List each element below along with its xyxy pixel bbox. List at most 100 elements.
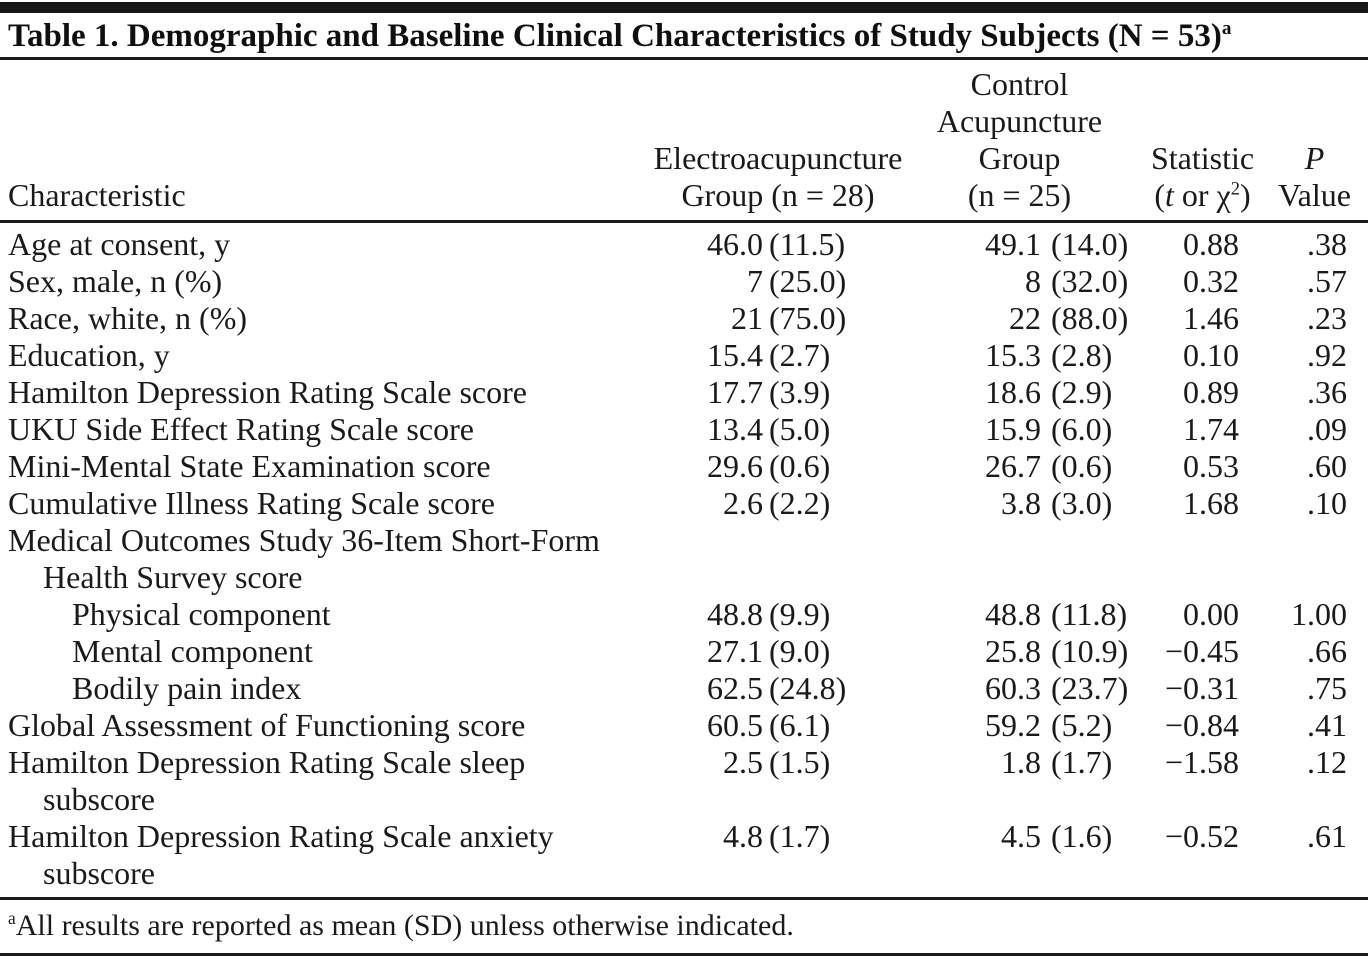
characteristic-label-line1: Global Assessment of Functioning score (8, 707, 526, 743)
electroacupuncture-value-cell: 48.8 (9.9) (653, 596, 903, 633)
electroacupuncture-value-cell: 7 (25.0) (653, 263, 903, 300)
control-mean-value: 26.7 (985, 448, 1041, 484)
p-value: .09 (1307, 411, 1347, 447)
characteristic-label-line1: Education, y (8, 337, 170, 373)
characteristic-cell: Education, y (8, 337, 653, 374)
characteristic-label-line1: Race, white, n (%) (8, 300, 248, 336)
characteristic-label-line1: Hamilton Depression Rating Scale sleep (8, 744, 526, 780)
control-sd-value: (5.2) (1051, 707, 1113, 743)
characteristic-label-line1: UKU Side Effect Rating Scale score (8, 411, 474, 447)
statistic-value: 0.32 (1183, 263, 1239, 299)
p-value: .66 (1307, 633, 1347, 669)
control-value-cell: 15.9 (6.0) (903, 411, 1136, 448)
statistic-value: 1.74 (1183, 411, 1239, 447)
p-value: .10 (1307, 485, 1347, 521)
ea-sd-value: (2.2) (769, 485, 831, 521)
footnote-marker: a (8, 908, 16, 928)
control-sd-value: (11.8) (1051, 596, 1128, 632)
ea-sd-value: (3.9) (769, 374, 831, 410)
control-header-line3: Group (978, 140, 1061, 176)
ea-mean-value: 27.1 (707, 633, 763, 669)
characteristic-cell: Mini-Mental State Examination score (8, 448, 653, 485)
characteristic-label: Hamilton Depression Rating Scale anxiety (8, 818, 653, 855)
statistic-value: 0.00 (1183, 596, 1239, 632)
control-sd-value: (10.9) (1051, 633, 1129, 669)
characteristic-label-line1: Hamilton Depression Rating Scale anxiety (8, 818, 554, 854)
control-header-line2: Acupuncture (936, 103, 1103, 139)
statistic-header-close-paren: ) (1240, 177, 1251, 213)
control-value-cell: 60.3 (23.7) (903, 670, 1136, 707)
statistic-value: 1.68 (1183, 485, 1239, 521)
table-row: Medical Outcomes Study 36-Item Short-For… (8, 522, 1360, 596)
column-header-p-value: P Value (1269, 140, 1360, 214)
table-row: Hamilton Depression Rating Scale anxiety… (8, 818, 1360, 892)
characteristic-label: Global Assessment of Functioning score (8, 707, 653, 744)
ea-mean-value: 29.6 (707, 448, 763, 484)
characteristic-label-line1: Sex, male, n (%) (8, 263, 223, 299)
column-header-characteristic: Characteristic (8, 177, 653, 214)
control-sd-value: (32.0) (1051, 263, 1129, 299)
ea-sd-value: (5.0) (769, 411, 831, 447)
ea-mean-value: 13.4 (707, 411, 763, 447)
control-mean-value: 60.3 (985, 670, 1041, 706)
ea-mean-value: 21 (731, 300, 763, 336)
characteristic-label-line1: Mental component (72, 633, 313, 669)
electroacupuncture-value-cell: 13.4 (5.0) (653, 411, 903, 448)
ea-header-line1: Electroacupuncture (653, 140, 903, 176)
statistic-value: −0.31 (1164, 670, 1239, 706)
ea-mean-value: 48.8 (707, 596, 763, 632)
characteristic-label: Cumulative Illness Rating Scale score (8, 485, 653, 522)
characteristic-label-line1: Mini-Mental State Examination score (8, 448, 491, 484)
table-row: Sex, male, n (%) 7 (25.0) 8 (32.0) 0.32 … (8, 263, 1360, 300)
control-header-line1: Control (970, 66, 1069, 102)
p-value: .57 (1307, 263, 1347, 299)
characteristic-cell: Bodily pain index (8, 670, 653, 707)
ea-mean-value: 2.6 (723, 485, 763, 521)
characteristic-cell: Age at consent, y (8, 226, 653, 263)
statistic-header-squared: 2 (1230, 178, 1241, 200)
footnote-text: All results are reported as mean (SD) un… (15, 909, 794, 942)
control-value-cell: 59.2 (5.2) (903, 707, 1136, 744)
statistic-value: −0.45 (1164, 633, 1239, 669)
characteristic-label: Mini-Mental State Examination score (8, 448, 653, 485)
p-value: .60 (1307, 448, 1347, 484)
control-mean-value: 25.8 (985, 633, 1041, 669)
control-mean-value: 15.3 (985, 337, 1041, 373)
characteristic-label: Sex, male, n (%) (8, 263, 653, 300)
characteristic-cell: Hamilton Depression Rating Scale score (8, 374, 653, 411)
column-header-control-acupuncture-group: Control Acupuncture Group (n = 25) (903, 66, 1136, 214)
characteristic-cell: Global Assessment of Functioning score (8, 707, 653, 744)
characteristic-label: Medical Outcomes Study 36-Item Short-For… (8, 522, 653, 559)
ea-sd-value: (25.0) (769, 263, 847, 299)
control-value-cell: 49.1 (14.0) (903, 226, 1136, 263)
control-value-cell: 1.8 (1.7) (903, 744, 1136, 781)
ea-mean-value: 2.5 (723, 744, 763, 780)
control-mean-value: 18.6 (985, 374, 1041, 410)
characteristic-cell: UKU Side Effect Rating Scale score (8, 411, 653, 448)
ea-header-line2: Group (n = 28) (681, 177, 875, 213)
characteristic-label-line2: Health Survey score (43, 559, 303, 595)
characteristic-cell: Sex, male, n (%) (8, 263, 653, 300)
control-mean-value: 49.1 (985, 226, 1041, 262)
column-header-electroacupuncture-group: Electroacupuncture Group (n = 28) (653, 140, 903, 214)
table-footnote: aAll results are reported as mean (SD) u… (0, 900, 1368, 956)
ea-sd-value: (24.8) (769, 670, 847, 706)
control-sd-value: (1.6) (1051, 818, 1113, 854)
characteristic-header-label: Characteristic (8, 177, 186, 213)
characteristic-cell: Cumulative Illness Rating Scale score (8, 485, 653, 522)
statistic-header-line2: (t or χ2) (1136, 177, 1269, 214)
characteristic-label-line1: Age at consent, y (8, 226, 231, 262)
characteristic-label-continuation: subscore (8, 781, 653, 818)
control-sd-value: (0.6) (1051, 448, 1113, 484)
p-value: .23 (1307, 300, 1347, 336)
control-sd-value: (6.0) (1051, 411, 1113, 447)
p-value: .75 (1307, 670, 1347, 706)
control-sd-value: (23.7) (1051, 670, 1129, 706)
p-value: .41 (1307, 707, 1347, 743)
control-value-cell: 4.5 (1.6) (903, 818, 1136, 855)
table-row: Hamilton Depression Rating Scale sleep s… (8, 744, 1360, 818)
statistic-value: 0.53 (1183, 448, 1239, 484)
table-row: Global Assessment of Functioning score 6… (8, 707, 1360, 744)
characteristic-label: Mental component (8, 633, 653, 670)
control-value-cell: 18.6 (2.9) (903, 374, 1136, 411)
